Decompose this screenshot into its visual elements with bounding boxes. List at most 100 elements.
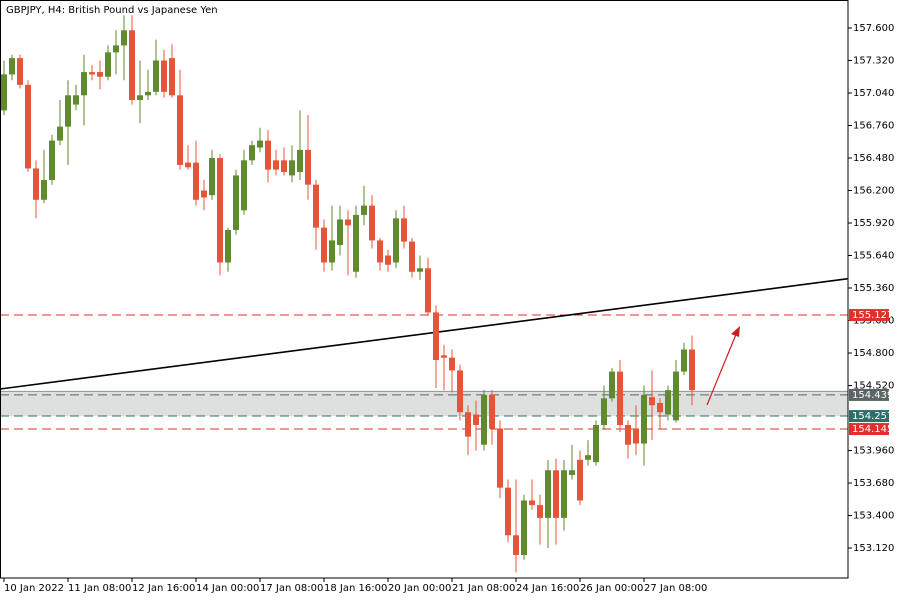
level-label-bg — [849, 423, 889, 436]
candle-body — [529, 500, 535, 506]
candle-body — [217, 157, 223, 263]
candle-body — [241, 160, 247, 211]
candle-body — [353, 214, 359, 272]
plot-area — [0, 15, 849, 573]
candle-body — [57, 126, 63, 141]
candle-body — [569, 470, 575, 475]
candle-body — [337, 219, 343, 246]
x-tick-label: 12 Jan 16:00 — [132, 583, 195, 594]
x-tick-label: 20 Jan 00:00 — [388, 583, 451, 594]
candle-body — [665, 390, 671, 415]
candle-body — [609, 371, 615, 399]
candle-body — [369, 205, 375, 241]
y-tick-label: 157.040 — [853, 88, 894, 99]
candle-body — [33, 168, 39, 200]
level-label-bg — [849, 410, 889, 423]
candle-body — [689, 349, 695, 391]
y-tick-label: 156.200 — [853, 185, 894, 196]
candle-body — [129, 30, 135, 100]
x-tick-label: 17 Jan 08:00 — [260, 583, 323, 594]
y-tick-label: 153.680 — [853, 478, 894, 489]
candle-body — [145, 91, 151, 96]
candle-body — [505, 487, 511, 536]
candle-body — [1, 74, 7, 111]
candle-body — [561, 470, 567, 518]
x-tick-label: 18 Jan 16:00 — [324, 583, 387, 594]
x-tick-label: 11 Jan 08:00 — [68, 583, 131, 594]
x-tick-label: 14 Jan 00:00 — [196, 583, 259, 594]
candle-body — [177, 95, 183, 165]
candle-body — [281, 160, 287, 172]
x-tick-label: 27 Jan 08:00 — [644, 583, 707, 594]
candle-body — [201, 190, 207, 198]
candle-body — [89, 72, 95, 75]
candle-body — [673, 371, 679, 421]
candle-body — [225, 229, 231, 263]
level-label: 154.257 — [852, 411, 893, 422]
candle-body — [321, 227, 327, 263]
candle-body — [233, 175, 239, 230]
candle-body — [65, 95, 71, 127]
candle-body — [489, 394, 495, 429]
level-label: 154.439 — [852, 390, 893, 401]
candle-body — [273, 160, 279, 170]
y-tick-label: 155.920 — [853, 218, 894, 229]
candle-body — [553, 470, 559, 518]
candle-body — [425, 268, 431, 313]
candle-body — [313, 184, 319, 228]
candle-body — [137, 95, 143, 100]
candle-body — [73, 95, 79, 105]
candle-body — [481, 394, 487, 445]
level-label: 155.127 — [852, 310, 893, 321]
candle-body — [385, 255, 391, 265]
candle-body — [97, 72, 103, 77]
zone — [0, 391, 848, 417]
candle-body — [633, 429, 639, 444]
y-tick-label: 157.600 — [853, 23, 894, 34]
candle-body — [41, 180, 47, 200]
candle-body — [625, 424, 631, 445]
y-tick-label: 157.320 — [853, 55, 894, 66]
candle-body — [305, 149, 311, 185]
level-label-bg — [849, 388, 889, 401]
candle-body — [289, 160, 295, 176]
y-tick-label: 154.520 — [853, 381, 894, 392]
candle-body — [681, 349, 687, 372]
y-tick-label: 153.120 — [853, 543, 894, 554]
candle-body — [249, 145, 255, 161]
x-tick-label: 24 Jan 16:00 — [516, 583, 579, 594]
candle-body — [649, 397, 655, 406]
candle-body — [377, 240, 383, 263]
candle-body — [297, 149, 303, 172]
x-tick-label: 26 Jan 00:00 — [580, 583, 643, 594]
candle-body — [105, 52, 111, 77]
plot-frame — [0, 0, 849, 579]
arrow — [706, 331, 738, 406]
candle-body — [193, 162, 199, 200]
candle-body — [161, 60, 167, 92]
candle-body — [585, 455, 591, 460]
level-label-bg — [849, 309, 889, 322]
candle-body — [169, 58, 175, 96]
y-tick-label: 154.800 — [853, 348, 894, 359]
candle-body — [521, 500, 527, 556]
candle-body — [17, 58, 23, 85]
y-tick-label: 153.400 — [853, 511, 894, 522]
candle-body — [449, 357, 455, 371]
candle-body — [393, 218, 399, 263]
candle-body — [473, 414, 479, 425]
chart-title: GBPJPY, H4: British Pound vs Japanese Ye… — [6, 5, 218, 16]
candle-body — [433, 312, 439, 360]
candle-body — [497, 428, 503, 488]
candle-body — [257, 140, 263, 148]
x-tick-label: 21 Jan 08:00 — [452, 583, 515, 594]
candle-body — [113, 45, 119, 53]
candle-body — [81, 72, 87, 96]
candle-body — [345, 219, 351, 226]
level-label: 154.145 — [852, 424, 893, 435]
candle-body — [441, 355, 447, 358]
trendline — [0, 277, 849, 390]
candle-body — [209, 157, 215, 196]
